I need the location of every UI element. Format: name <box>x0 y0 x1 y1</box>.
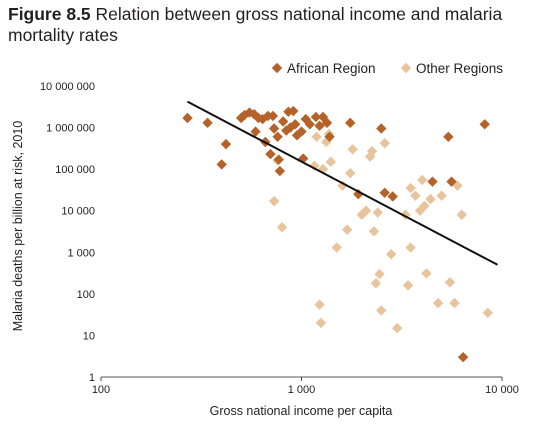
african-region-point <box>324 131 335 142</box>
other-regions-point <box>366 146 378 157</box>
african-region-point <box>288 105 299 117</box>
other-regions-point <box>444 277 456 288</box>
african-region-point <box>457 351 469 363</box>
legend-label: Other Regions <box>416 61 503 76</box>
other-regions-point <box>311 131 322 142</box>
other-regions-point <box>385 248 397 260</box>
african-region-point <box>277 116 289 127</box>
african-region-point <box>289 119 301 130</box>
african-region-point <box>216 159 227 170</box>
y-tick-label: 100 000 <box>55 164 95 176</box>
african-region-point <box>244 107 255 118</box>
other-regions-point <box>317 163 329 175</box>
other-regions-point <box>425 193 436 205</box>
y-tick-label: 100 <box>77 289 95 301</box>
legend-label: African Region <box>287 61 376 76</box>
other-regions-point <box>419 200 430 212</box>
african-region-point <box>443 131 454 142</box>
chart-legend: African Region Other Regions <box>271 61 503 76</box>
african-region-point <box>304 119 315 130</box>
african-region-point <box>267 110 279 122</box>
legend-other-regions: Other Regions <box>400 61 503 76</box>
other-regions-point <box>337 180 348 191</box>
other-regions-point <box>315 317 327 329</box>
other-regions-point <box>456 209 467 220</box>
legend-african-region: African Region <box>271 61 376 76</box>
figure-label: Figure 8.5 <box>8 4 91 24</box>
other-regions-point <box>376 305 387 316</box>
other-regions-point <box>421 268 432 279</box>
african-region-point <box>427 176 438 187</box>
y-axis-label: Malaria deaths per billion at risk, 2010 <box>11 121 25 332</box>
other-regions-point <box>482 307 494 319</box>
x-axis-label: Gross national income per capita <box>210 404 393 418</box>
figure-title-text: Relation between gross national income a… <box>8 4 503 45</box>
african-region-point <box>265 148 276 160</box>
y-tick-label: 10 <box>83 330 95 342</box>
other-regions-point <box>432 297 444 309</box>
other-regions-point <box>436 190 447 201</box>
trend-line <box>187 100 498 266</box>
x-tick-label: 10 000 <box>485 384 519 396</box>
african-region-point <box>387 191 398 202</box>
other-regions-point <box>405 242 416 253</box>
x-tick-label: 100 <box>92 384 110 396</box>
chart-axes: 1 10 100 1 000 10 000 100 000 1 000 000 10 000 … <box>40 81 519 396</box>
african-region-point <box>273 154 284 165</box>
african-region-point <box>479 119 490 130</box>
african-region-point <box>296 126 307 137</box>
african-region-point <box>250 126 261 137</box>
other-regions-point <box>372 207 383 218</box>
other-regions-point <box>417 174 428 186</box>
other-regions-point <box>314 299 325 310</box>
legend-marker <box>400 62 412 74</box>
other-regions-point <box>276 222 288 233</box>
african-region-point <box>235 112 247 124</box>
other-regions-point <box>449 297 460 309</box>
other-regions-point <box>331 242 343 253</box>
other-regions-point <box>309 160 320 172</box>
y-tick-label: 1 <box>89 372 95 384</box>
african-region-point <box>345 117 356 129</box>
african-region-point <box>272 131 283 142</box>
african-region-point <box>202 117 213 129</box>
african-region-point <box>376 123 387 134</box>
other-regions-point <box>345 167 356 179</box>
other-regions-point <box>325 156 336 168</box>
african-region-point <box>268 123 280 134</box>
figure-title: Figure 8.5 Relation between gross nation… <box>8 4 533 46</box>
x-tick-label: 1 000 <box>288 384 316 396</box>
african-region-point <box>321 117 333 129</box>
y-tick-label: 10 000 <box>61 206 95 218</box>
y-tick-label: 1 000 <box>67 247 95 259</box>
other-regions-point <box>268 195 280 207</box>
african-region-point <box>353 188 364 200</box>
african-region-point <box>182 112 193 124</box>
african-region-point <box>220 138 232 150</box>
y-tick-label: 10 000 000 <box>40 81 95 93</box>
african-region-point <box>310 111 322 123</box>
other-regions-point <box>370 278 382 289</box>
legend-marker <box>271 62 283 74</box>
chart-marks <box>182 100 498 363</box>
other-regions-point <box>402 280 414 291</box>
other-regions-point <box>410 190 421 201</box>
other-regions-point <box>405 182 416 194</box>
other-regions-point <box>368 226 380 237</box>
y-tick-label: 1 000 000 <box>46 123 95 135</box>
african-region-point <box>314 120 325 132</box>
other-regions-point <box>341 224 353 235</box>
african-region-point <box>379 187 390 198</box>
other-regions-point <box>360 205 372 216</box>
other-regions-point <box>347 144 358 155</box>
other-regions-point <box>374 268 385 280</box>
other-regions-point <box>391 322 403 334</box>
african-region-point <box>274 165 286 177</box>
african-region-point <box>446 176 457 187</box>
other-regions-point <box>379 138 390 149</box>
